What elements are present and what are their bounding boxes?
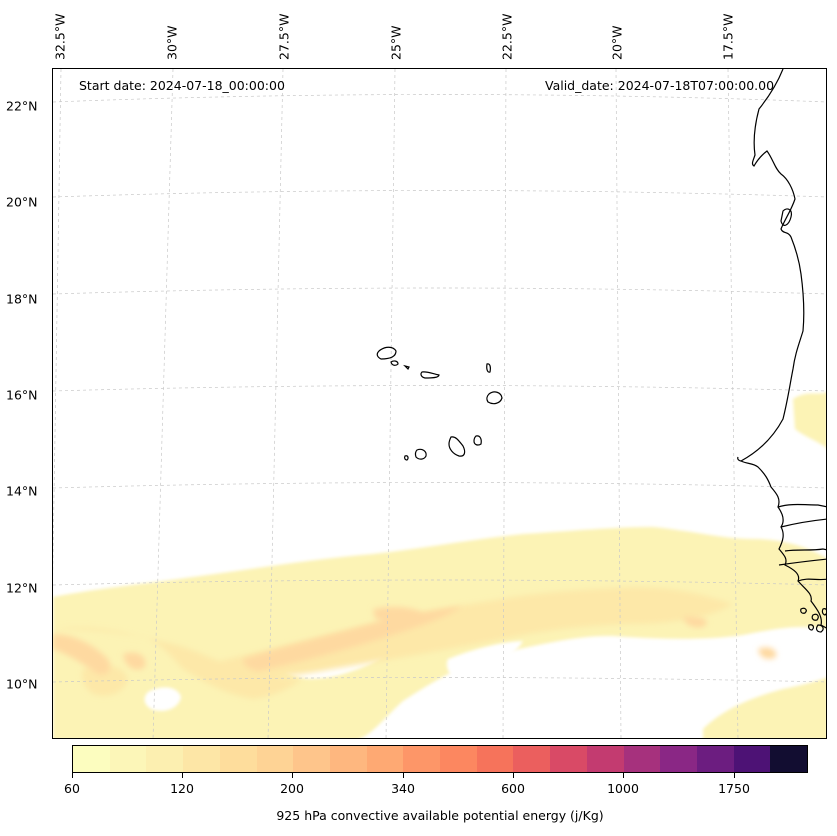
lon-label-20w: 20°W (609, 25, 625, 60)
island-sal (486, 363, 491, 373)
coastline-bijagos-1 (800, 607, 807, 614)
lat-label-18n: 18°N (6, 291, 38, 307)
colorbar-label-1750: 1750 (718, 781, 750, 796)
lon-label-30w: 30°W (164, 25, 180, 60)
island-maio (473, 435, 482, 446)
island-brava (404, 455, 409, 461)
coastline-gambia-river (777, 503, 826, 508)
colorbar-segment-7 (329, 746, 367, 772)
lat-label-20n: 20°N (6, 194, 38, 210)
lat-label-22n: 22°N (6, 98, 38, 114)
colorbar-tick-120 (182, 773, 183, 778)
lon-label-32-5w: 32.5°W (52, 13, 68, 60)
colorbar-tick-340 (403, 773, 404, 778)
colorbar-segment-13 (550, 746, 587, 772)
colorbar-tick-1750 (734, 773, 735, 778)
colorbar-label-200: 200 (280, 781, 304, 796)
colorbar-segment-18 (733, 746, 771, 772)
coastline-dakar-peninsula (737, 456, 742, 462)
cape-band-southeast (703, 677, 826, 738)
colorbar-segment-12 (513, 746, 551, 772)
coastline-banc-arguin (780, 208, 792, 226)
colorbar-segment-4 (219, 746, 257, 772)
lat-label-14n: 14°N (6, 483, 38, 499)
colorbar-label-1000: 1000 (607, 781, 639, 796)
colorbar-segment-6 (293, 746, 330, 772)
colorbar-title: 925 hPa convective available potential e… (276, 808, 604, 823)
colorbar-segment-17 (696, 746, 734, 772)
colorbar-segment-9 (403, 746, 441, 772)
colorbar-segment-2 (146, 746, 184, 772)
west-africa-coastline (737, 69, 826, 633)
colorbar-segment-16 (660, 746, 697, 772)
island-sao-nicolau (420, 371, 440, 379)
colorbar-segment-11 (476, 746, 514, 772)
coastline-bijagos-5 (821, 608, 826, 616)
graticule (53, 69, 826, 738)
colorbar-segment-10 (440, 746, 477, 772)
lon-label-27-5w: 27.5°W (276, 13, 292, 60)
cape-field-mid (53, 587, 733, 699)
start-date-label: Start date: 2024-07-18_00:00:00 (79, 78, 285, 93)
colorbar-segment-8 (366, 746, 404, 772)
colorbar-segment-14 (586, 746, 624, 772)
colorbar-tick-60 (72, 773, 73, 778)
colorbar-segment-1 (109, 746, 147, 772)
colorbar-segment-0 (73, 746, 110, 772)
coastline-bijagos-4 (815, 624, 824, 633)
coastline-casamance-south (778, 558, 826, 566)
coastline-guinea-bissau (797, 578, 826, 582)
colorbar-segment-3 (183, 746, 220, 772)
coastline-mauritania-senegal (739, 69, 826, 629)
colorbar-tick-1000 (623, 773, 624, 778)
lon-label-25w: 25°W (388, 25, 404, 60)
lat-label-10n: 10°N (6, 676, 38, 692)
island-fogo (414, 448, 427, 460)
colorbar-label-340: 340 (391, 781, 415, 796)
coastline-gambia-river-south (780, 518, 826, 528)
coastline-bijagos-2 (811, 613, 819, 621)
colorbar-tick-200 (292, 773, 293, 778)
coastline-casamance (784, 548, 826, 552)
lon-label-17-5w: 17.5°W (720, 13, 736, 60)
colorbar-segment-5 (256, 746, 294, 772)
island-santa-luzia (403, 364, 410, 371)
island-boa-vista (486, 391, 503, 405)
island-sao-vicente (390, 360, 399, 366)
colorbar-segment-19 (770, 746, 808, 772)
colorbar (72, 745, 808, 773)
colorbar-label-600: 600 (501, 781, 525, 796)
map-panel (52, 68, 827, 739)
cape-band-east-coast (793, 392, 826, 448)
colorbar-segment-15 (623, 746, 661, 772)
colorbar-label-60: 60 (64, 781, 80, 796)
cape-field-inner (53, 606, 777, 675)
valid-date-label: Valid_date: 2024-07-18T07:00:00.00 (545, 78, 775, 93)
lon-label-22-5w: 22.5°W (499, 13, 515, 60)
island-santo-antao (376, 346, 397, 360)
map-canvas (53, 69, 826, 738)
cape-verde-islands (376, 346, 503, 461)
lat-label-12n: 12°N (6, 580, 38, 596)
lat-label-16n: 16°N (6, 387, 38, 403)
coastline-bijagos-3 (808, 624, 815, 631)
colorbar-label-120: 120 (170, 781, 194, 796)
island-santiago (448, 436, 466, 457)
colorbar-tick-600 (513, 773, 514, 778)
